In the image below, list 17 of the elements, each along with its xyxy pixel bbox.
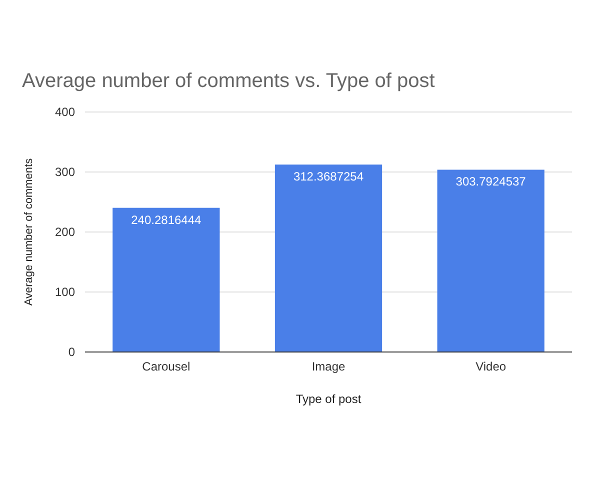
bar <box>274 164 382 352</box>
x-tick-label: Video <box>476 360 506 374</box>
bar <box>437 170 544 352</box>
data-label: 303.7924537 <box>456 174 526 189</box>
y-tick-label: 0 <box>68 344 76 359</box>
x-tick-label: Carousel <box>142 360 190 374</box>
x-tick-label: Image <box>312 360 346 374</box>
x-axis-title: Type of post <box>296 392 362 406</box>
bar <box>112 208 220 352</box>
y-tick-label: 300 <box>54 164 76 179</box>
y-tick-label: 400 <box>54 104 76 119</box>
chart-title: Average number of comments vs. Type of post <box>22 70 436 92</box>
data-label: 312.3687254 <box>293 170 364 184</box>
y-axis-title: Average number of comments <box>23 158 35 306</box>
y-tick-label: 100 <box>54 284 76 299</box>
y-tick-label: 200 <box>54 224 76 239</box>
data-label: 240.2816444 <box>131 212 202 227</box>
